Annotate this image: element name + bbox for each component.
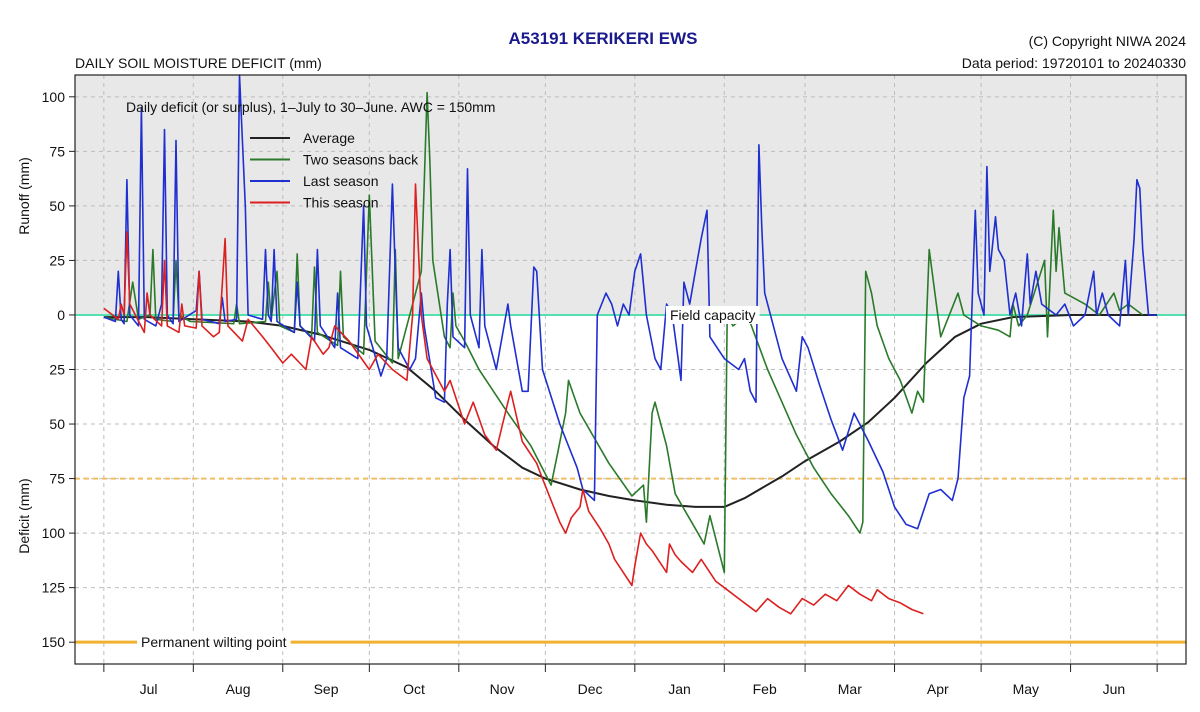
x-tick-label: Feb bbox=[753, 681, 777, 697]
y-tick-label: 25 bbox=[49, 362, 65, 378]
series-line-two-seasons-back bbox=[103, 91, 1144, 574]
x-tick-label: Jan bbox=[668, 681, 691, 697]
chart-note: Daily deficit (or surplus), 1–July to 30… bbox=[126, 99, 495, 115]
x-tick-label: Oct bbox=[403, 681, 425, 697]
x-tick-label: Jun bbox=[1103, 681, 1126, 697]
x-tick-label: Sep bbox=[314, 681, 339, 697]
copyright-text: (C) Copyright NIWA 2024 bbox=[1029, 33, 1187, 49]
y-tick-label: 100 bbox=[42, 525, 66, 541]
y-tick-label: 50 bbox=[49, 416, 65, 432]
runoff-region bbox=[75, 75, 1186, 315]
y-axis-label-runoff: Runoff (mm) bbox=[16, 157, 32, 235]
legend-label: Two seasons back bbox=[303, 152, 419, 168]
wilting-point-label-bg bbox=[137, 633, 291, 652]
y-tick-label: 75 bbox=[49, 143, 65, 159]
field-capacity-label-bg bbox=[665, 305, 760, 324]
data-period-text: Data period: 19720101 to 20240330 bbox=[962, 55, 1186, 71]
x-tick-label: May bbox=[1013, 681, 1039, 697]
y-tick-label: 75 bbox=[49, 471, 65, 487]
x-tick-label: Jul bbox=[140, 681, 158, 697]
legend-label: This season bbox=[303, 195, 378, 211]
x-tick-label: Dec bbox=[578, 681, 603, 697]
y-tick-label: 50 bbox=[49, 198, 65, 214]
field-capacity-label: Field capacity bbox=[670, 307, 756, 323]
x-tick-label: Aug bbox=[226, 681, 251, 697]
wilting-point-label: Permanent wilting point bbox=[141, 634, 287, 650]
y-tick-label: 25 bbox=[49, 252, 65, 268]
x-tick-label: Apr bbox=[927, 681, 949, 697]
x-tick-label: Mar bbox=[838, 681, 862, 697]
series-line-last-season bbox=[103, 74, 1158, 530]
x-tick-label: Nov bbox=[490, 681, 515, 697]
chart-title: A53191 KERIKERI EWS bbox=[509, 29, 698, 48]
legend-label: Last season bbox=[303, 173, 379, 189]
chart-subtitle: DAILY SOIL MOISTURE DEFICIT (mm) bbox=[75, 55, 322, 71]
plot-area: Field capacity Permanent wilting point 100… bbox=[42, 74, 1187, 697]
y-tick-label: 150 bbox=[42, 634, 66, 650]
y-axis-label-deficit: Deficit (mm) bbox=[16, 478, 32, 553]
y-tick-label: 0 bbox=[57, 307, 65, 323]
series-line-this-season bbox=[103, 183, 924, 615]
y-tick-label: 100 bbox=[42, 89, 66, 105]
legend: Average Two seasons back Last season This s… bbox=[250, 130, 419, 211]
y-tick-label: 125 bbox=[42, 580, 66, 596]
legend-label: Average bbox=[303, 130, 355, 146]
